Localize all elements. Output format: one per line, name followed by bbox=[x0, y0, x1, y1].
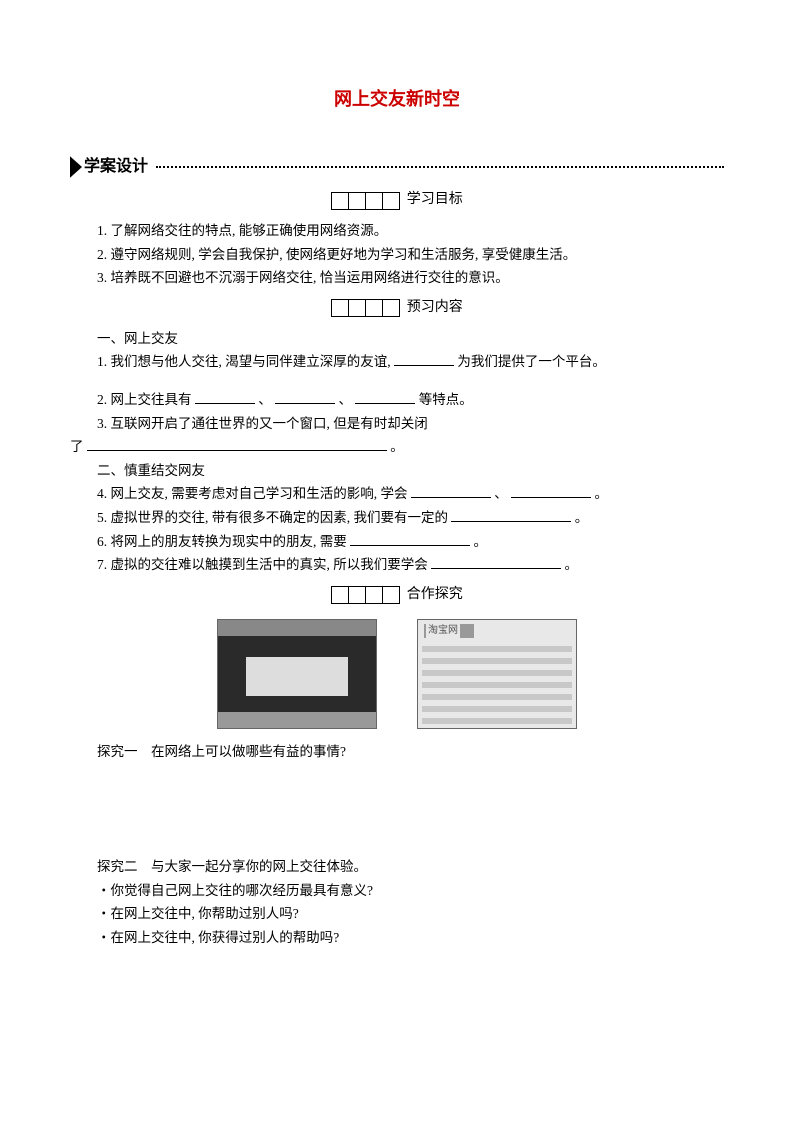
text: 。 bbox=[595, 486, 609, 501]
box-row-icon bbox=[331, 586, 399, 604]
dotted-divider bbox=[156, 166, 724, 168]
triangle-icon bbox=[70, 156, 82, 178]
sub-header-goals: 学习目标 bbox=[70, 189, 724, 212]
part2-title: 二、慎重结交网友 bbox=[70, 460, 724, 482]
text: 、 bbox=[258, 392, 272, 407]
sub-header-explore: 合作探究 bbox=[70, 584, 724, 607]
explore-2-q3: ・在网上交往中, 你获得过别人的帮助吗? bbox=[70, 927, 724, 949]
text: 了 bbox=[70, 439, 84, 454]
blank-field[interactable] bbox=[511, 485, 591, 499]
blank-field[interactable] bbox=[411, 485, 491, 499]
preview-item-3b: 了 。 bbox=[70, 436, 724, 458]
text: 、 bbox=[494, 486, 508, 501]
preview-item-2: 2. 网上交往具有 、 、 等特点。 bbox=[70, 389, 724, 411]
box-row-icon bbox=[331, 192, 399, 210]
taobao-image: 淘宝网 bbox=[417, 619, 577, 729]
sub-header-preview: 预习内容 bbox=[70, 297, 724, 320]
text: 、 bbox=[339, 392, 353, 407]
sub-header-text: 学习目标 bbox=[407, 189, 463, 211]
preview-item-1: 1. 我们想与他人交往, 渴望与同伴建立深厚的友谊, 为我们提供了一个平台。 bbox=[70, 351, 724, 373]
text: 5. 虚拟世界的交往, 带有很多不确定的因素, 我们要有一定的 bbox=[97, 510, 448, 525]
page-title: 网上交友新时空 bbox=[70, 85, 724, 114]
part1-title: 一、网上交友 bbox=[70, 328, 724, 350]
text: 。 bbox=[575, 510, 589, 525]
text: 。 bbox=[565, 557, 579, 572]
blank-field[interactable] bbox=[451, 508, 571, 522]
shop-label: 淘宝网 bbox=[426, 623, 460, 639]
blank-field[interactable] bbox=[394, 353, 454, 367]
text: 等特点。 bbox=[419, 392, 473, 407]
explore-2: 探究二 与大家一起分享你的网上交往体验。 bbox=[70, 856, 724, 878]
goal-item: 2. 遵守网络规则, 学会自我保护, 使网络更好地为学习和生活服务, 享受健康生… bbox=[70, 244, 724, 266]
explore-1: 探究一 在网络上可以做哪些有益的事情? bbox=[70, 741, 724, 763]
goal-item: 1. 了解网络交往的特点, 能够正确使用网络资源。 bbox=[70, 220, 724, 242]
text: 。 bbox=[390, 439, 404, 454]
text: 6. 将网上的朋友转换为现实中的朋友, 需要 bbox=[97, 534, 347, 549]
section-header-text: 学案设计 bbox=[84, 154, 148, 180]
explore-2-q2: ・在网上交往中, 你帮助过别人吗? bbox=[70, 903, 724, 925]
blank-field[interactable] bbox=[350, 532, 470, 546]
text: 3. 互联网开启了通往世界的又一个窗口, 但是有时却关闭 bbox=[97, 416, 428, 431]
blank-field[interactable] bbox=[431, 556, 561, 570]
goal-item: 3. 培养既不回避也不沉溺于网络交往, 恰当运用网络进行交往的意识。 bbox=[70, 267, 724, 289]
preview-item-7: 7. 虚拟的交往难以触摸到生活中的真实, 所以我们要学会 。 bbox=[70, 554, 724, 576]
explore-2-q1: ・你觉得自己网上交往的哪次经历最具有意义? bbox=[70, 880, 724, 902]
preview-item-6: 6. 将网上的朋友转换为现实中的朋友, 需要 。 bbox=[70, 531, 724, 553]
blank-field[interactable] bbox=[355, 390, 415, 404]
preview-item-4: 4. 网上交友, 需要考虑对自己学习和生活的影响, 学会 、 。 bbox=[70, 483, 724, 505]
blank-field[interactable] bbox=[87, 438, 387, 452]
text: 4. 网上交友, 需要考虑对自己学习和生活的影响, 学会 bbox=[97, 486, 408, 501]
text: 。 bbox=[474, 534, 488, 549]
blank-field[interactable] bbox=[195, 390, 255, 404]
preview-item-3a: 3. 互联网开启了通往世界的又一个窗口, 但是有时却关闭 bbox=[70, 413, 724, 435]
text: 2. 网上交往具有 bbox=[97, 392, 192, 407]
blank-field[interactable] bbox=[275, 390, 335, 404]
text: 1. 我们想与他人交往, 渴望与同伴建立深厚的友谊, bbox=[97, 354, 394, 369]
sub-header-text: 合作探究 bbox=[407, 584, 463, 606]
preview-item-5: 5. 虚拟世界的交往, 带有很多不确定的因素, 我们要有一定的 。 bbox=[70, 507, 724, 529]
images-row: 淘宝网 bbox=[70, 619, 724, 729]
sub-header-text: 预习内容 bbox=[407, 297, 463, 319]
text: 为我们提供了一个平台。 bbox=[457, 354, 606, 369]
section-header: 学案设计 bbox=[70, 154, 724, 180]
text: 7. 虚拟的交往难以触摸到生活中的真实, 所以我们要学会 bbox=[97, 557, 428, 572]
video-lecture-image bbox=[217, 619, 377, 729]
box-row-icon bbox=[331, 299, 399, 317]
